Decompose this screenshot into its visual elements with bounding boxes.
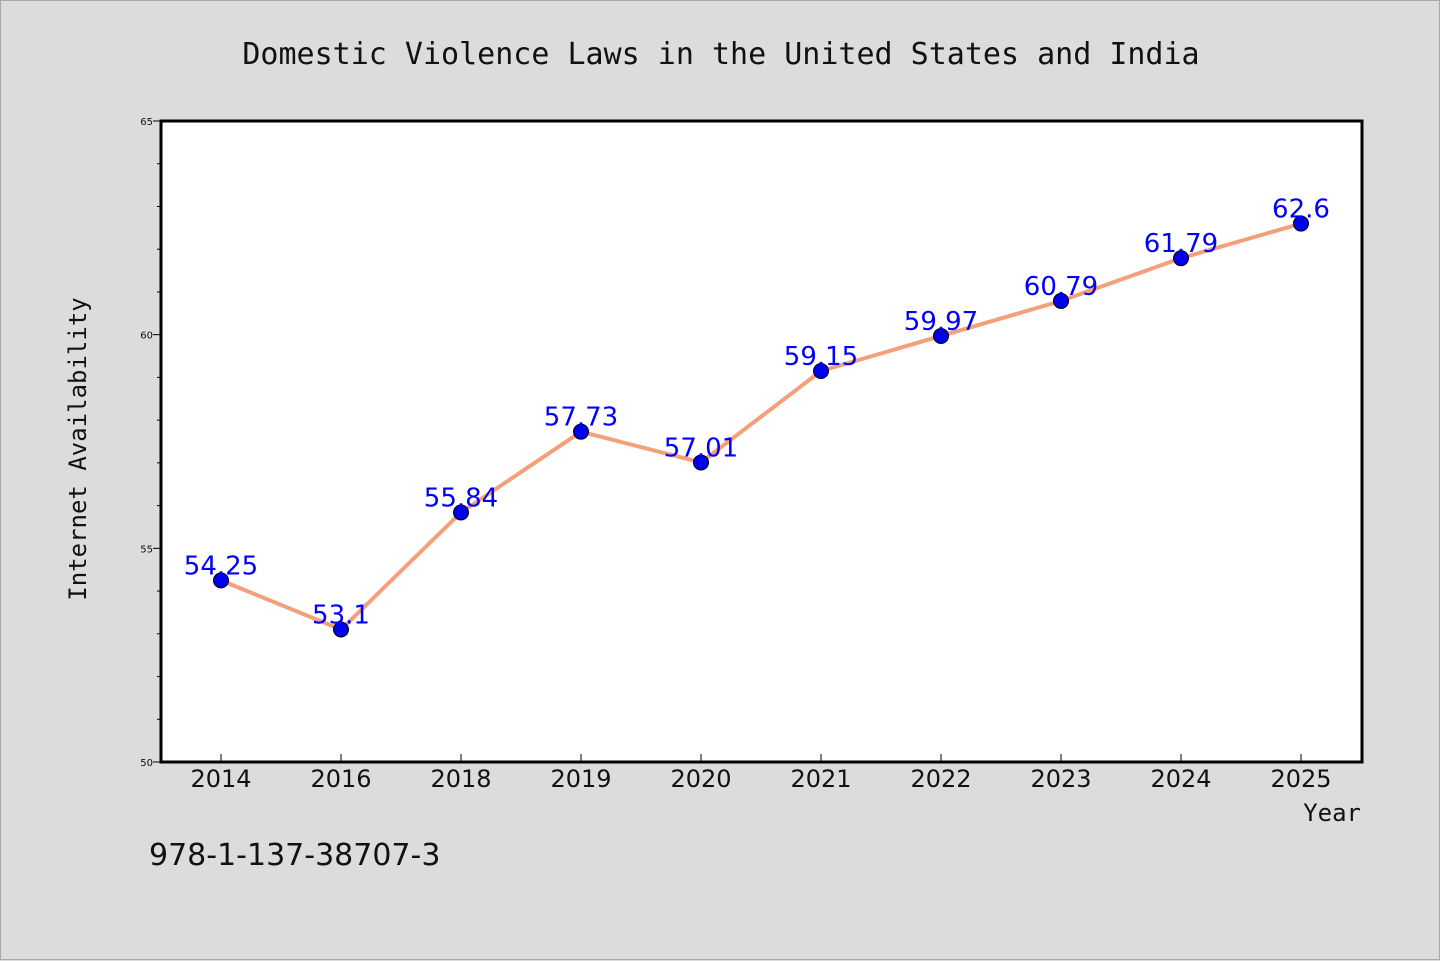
y-axis-label: Internet Availability [64,297,92,600]
chart-title: Domestic Violence Laws in the United Sta… [242,37,1199,72]
series-line [219,221,1303,632]
y-tick-label: 50 [140,758,153,769]
x-tick-label: 2023 [1030,765,1091,793]
y-tick-label: 55 [140,544,153,555]
y-tick-label: 65 [140,117,153,128]
x-tick-label: 2022 [910,765,971,793]
data-point-marker [453,504,469,521]
data-label: 59.97 [904,307,978,337]
data-point-marker [1053,292,1069,309]
x-axis-label: Year [1303,799,1361,827]
y-axis-ticks: 50 55 60 65 [140,117,161,769]
data-point-marker [933,327,949,344]
plot-area [159,119,1364,764]
data-label: 62.6 [1272,195,1330,225]
data-label: 55.84 [424,483,498,513]
data-label: 61.79 [1144,229,1218,259]
x-tick-label: 2016 [310,765,371,793]
data-point-marker [1293,215,1309,232]
data-label: 54.25 [184,551,258,581]
x-axis-ticks: 2014 2016 2018 2019 2020 2021 2022 2023 2024 2025 [190,754,1332,793]
x-tick-label: 2020 [670,765,731,793]
data-label: 60.79 [1024,272,1098,302]
data-point-marker [213,572,229,589]
data-label: 53.1 [312,601,370,631]
data-point-marker [693,454,709,471]
y-tick-label: 60 [140,331,153,342]
x-tick-label: 2018 [430,765,491,793]
x-tick-label: 2025 [1270,765,1331,793]
data-label: 59.15 [784,342,858,372]
data-markers [213,215,1309,638]
x-tick-label: 2019 [550,765,611,793]
data-label: 57.73 [544,403,618,433]
data-label: 57.01 [664,433,738,463]
data-point-marker [813,362,829,379]
data-labels: 54.25 53.1 55.84 57.73 57.01 59.15 59.97 60.79 6… [184,195,1330,631]
x-tick-label: 2024 [1150,765,1211,793]
footer-isbn-text: 978-1-137-38707-3 [149,838,440,873]
series-line-group [219,221,1303,632]
data-point-marker [573,423,589,440]
x-tick-label: 2021 [790,765,851,793]
data-point-marker [333,621,349,638]
x-tick-label: 2014 [190,765,251,793]
data-point-marker [1173,250,1189,267]
